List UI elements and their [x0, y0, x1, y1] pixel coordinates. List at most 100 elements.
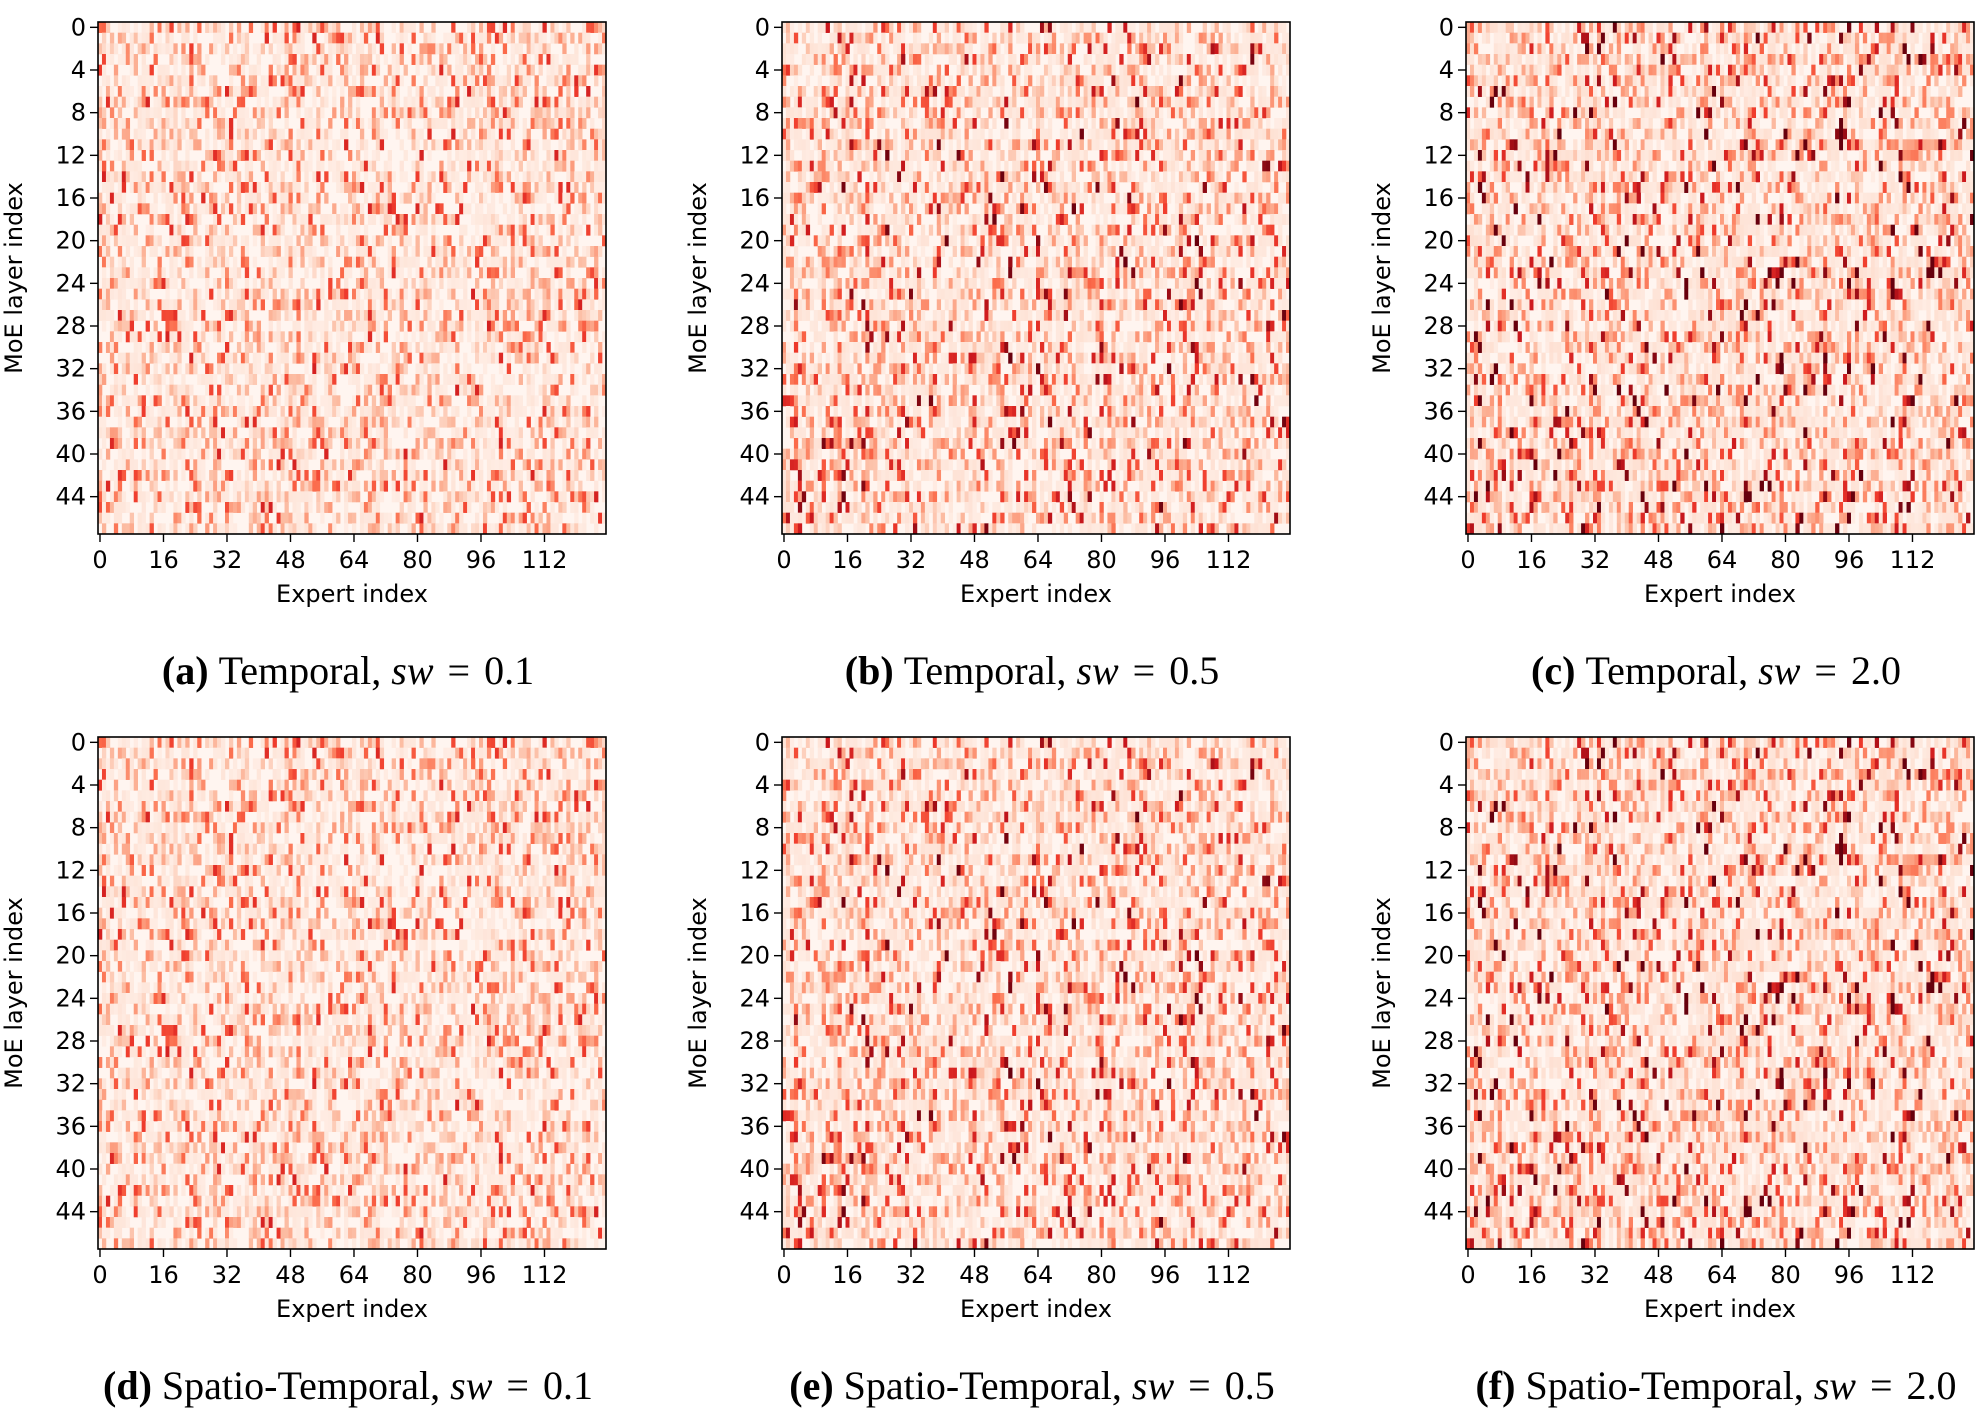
heatmap-cell: [201, 193, 205, 204]
heatmap-cell: [241, 86, 245, 97]
heatmap-cell: [475, 449, 479, 460]
heatmap-cell: [328, 395, 332, 406]
heatmap-cell: [503, 203, 507, 214]
heatmap-cell: [984, 75, 988, 86]
heatmap-cell: [447, 43, 451, 54]
heatmap-cell: [241, 182, 245, 193]
heatmap-cell: [1068, 65, 1072, 76]
heatmap-cell: [503, 406, 507, 417]
heatmap-cell: [933, 43, 937, 54]
heatmap-cell: [269, 43, 273, 54]
heatmap-cell: [146, 75, 150, 86]
heatmap-cell: [126, 363, 130, 374]
heatmap-cell: [1032, 43, 1036, 54]
heatmap-cell: [376, 310, 380, 321]
heatmap-cell: [165, 310, 169, 321]
heatmap-cell: [451, 342, 455, 353]
heatmap-cell: [925, 86, 929, 97]
heatmap-cell: [189, 257, 193, 268]
heatmap-cell: [344, 406, 348, 417]
heatmap-cell: [173, 310, 177, 321]
heatmap-cell: [249, 150, 253, 161]
heatmap-cell: [289, 150, 293, 161]
heatmap-cell: [598, 214, 602, 225]
heatmap-cell: [479, 129, 483, 140]
heatmap-cell: [106, 214, 110, 225]
heatmap-cell: [126, 299, 130, 310]
heatmap-cell: [459, 481, 463, 492]
heatmap-cell: [881, 54, 885, 65]
heatmap-cell: [173, 459, 177, 470]
heatmap-cell: [324, 459, 328, 470]
heatmap-cell: [1183, 75, 1187, 86]
heatmap-cell: [901, 97, 905, 108]
heatmap-cell: [376, 278, 380, 289]
heatmap-cell: [281, 65, 285, 76]
heatmap-cell: [574, 203, 578, 214]
heatmap-cell: [237, 342, 241, 353]
heatmap-cell: [451, 161, 455, 172]
heatmap-cell: [558, 65, 562, 76]
heatmap-cell: [165, 22, 169, 33]
heatmap-cell: [1131, 75, 1135, 86]
heatmap-cell: [499, 331, 503, 342]
heatmap-cell: [316, 406, 320, 417]
heatmap-cell: [463, 459, 467, 470]
heatmap-cell: [269, 150, 273, 161]
heatmap-cell: [893, 33, 897, 44]
heatmap-cell: [897, 97, 901, 108]
heatmap-cell: [853, 22, 857, 33]
heatmap-cell: [945, 22, 949, 33]
heatmap-cell: [582, 310, 586, 321]
heatmap-cell: [531, 438, 535, 449]
heatmap-cell: [586, 470, 590, 481]
y-tick-label: 12: [55, 141, 86, 169]
heatmap-cell: [491, 150, 495, 161]
heatmap-cell: [300, 161, 304, 172]
heatmap-cell: [463, 491, 467, 502]
heatmap-cell: [455, 299, 459, 310]
heatmap-cell: [491, 193, 495, 204]
heatmap-cell: [416, 107, 420, 118]
heatmap-cell: [590, 129, 594, 140]
heatmap-cell: [292, 513, 296, 524]
heatmap-cell: [531, 449, 535, 460]
heatmap-cell: [281, 470, 285, 481]
heatmap-cell: [257, 406, 261, 417]
heatmap-cell: [273, 310, 277, 321]
heatmap-cell: [265, 86, 269, 97]
heatmap-cell: [976, 86, 980, 97]
heatmap-cell: [404, 513, 408, 524]
heatmap-cell: [221, 449, 225, 460]
heatmap-cell: [185, 502, 189, 513]
heatmap-cell: [423, 203, 427, 214]
heatmap-cell: [527, 129, 531, 140]
heatmap-cell: [225, 374, 229, 385]
heatmap-cell: [519, 449, 523, 460]
heatmap-cell: [527, 385, 531, 396]
heatmap-cell: [296, 342, 300, 353]
heatmap-cell: [150, 214, 154, 225]
heatmap-cell: [487, 353, 491, 364]
heatmap-cell: [245, 267, 249, 278]
heatmap-cell: [146, 86, 150, 97]
heatmap-cell: [368, 406, 372, 417]
heatmap-cell: [483, 289, 487, 300]
heatmap-cell: [539, 523, 543, 534]
heatmap-cell: [165, 289, 169, 300]
heatmap-cell: [122, 54, 126, 65]
heatmap-cell: [1052, 54, 1056, 65]
heatmap-cell: [368, 161, 372, 172]
heatmap-cell: [169, 22, 173, 33]
heatmap-cell: [336, 235, 340, 246]
heatmap-cell: [539, 86, 543, 97]
heatmap-cell: [925, 65, 929, 76]
heatmap-cell: [566, 523, 570, 534]
heatmap-cell: [352, 406, 356, 417]
heatmap-cell: [269, 193, 273, 204]
heatmap-cell: [277, 246, 281, 257]
heatmap-cell: [173, 438, 177, 449]
heatmap-cell: [404, 331, 408, 342]
heatmap-cell: [1044, 43, 1048, 54]
heatmap-cell: [412, 182, 416, 193]
